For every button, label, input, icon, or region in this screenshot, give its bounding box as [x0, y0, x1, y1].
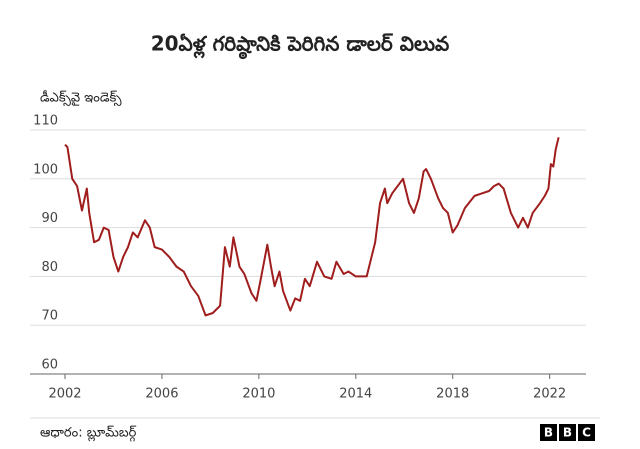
logo-letter: B [544, 426, 553, 440]
logo-letter: B [563, 426, 572, 440]
x-tick-label: 2018 [436, 387, 469, 402]
x-tick-label: 2006 [145, 387, 178, 402]
logo-box [578, 424, 595, 441]
y-axis-label: డీఎక్స్‌వై ఇండెక్స్ [40, 90, 122, 107]
y-tick-label: 80 [41, 260, 58, 275]
logo-box [540, 424, 557, 441]
line [64, 137, 560, 317]
source: ఆధారం: బ్లూమ్‌బర్గ్ [40, 426, 137, 443]
y-tick-label: 60 [41, 358, 58, 373]
x-tick-label: 2002 [48, 387, 81, 402]
x-tick-label: 2022 [533, 387, 566, 402]
y-tick-label: 90 [41, 211, 58, 226]
x-tick-label: 2010 [242, 387, 275, 402]
y-tick-label: 110 [33, 114, 58, 129]
logo-letter: C [582, 426, 591, 440]
logo-box [559, 424, 576, 441]
x-tick-label: 2014 [339, 387, 372, 402]
chart-title: 20ఏళ్ల గరిష్ఠానికి పెరిగిన డాలర్ విలువ [151, 32, 450, 61]
y-tick-label: 100 [33, 162, 58, 177]
y-tick-label: 70 [41, 309, 58, 324]
